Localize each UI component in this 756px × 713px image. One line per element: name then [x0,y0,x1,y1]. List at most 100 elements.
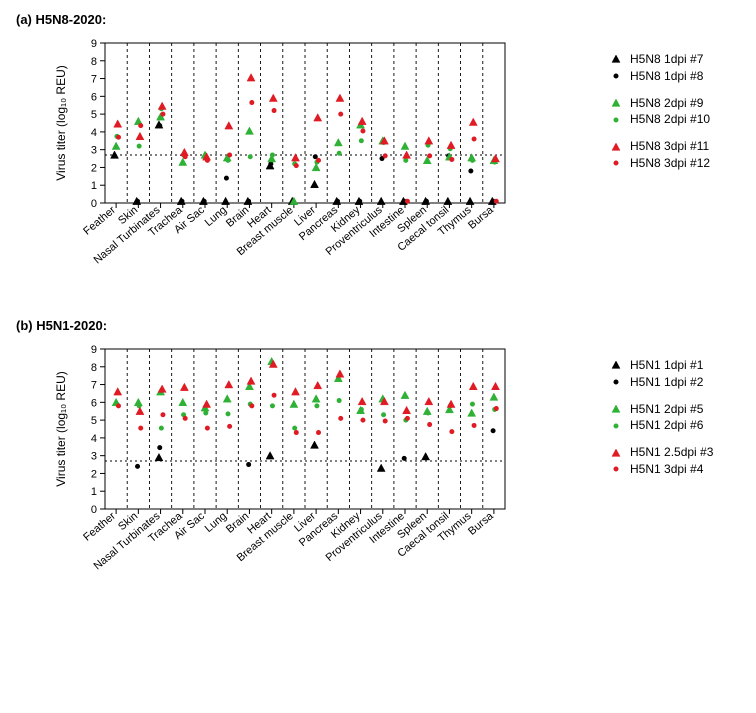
legend-item: H5N8 2dpi #10 [610,111,710,128]
y-tick-label: 3 [91,451,97,463]
legend-marker-icon [610,447,622,459]
y-tick-label: 6 [91,397,97,409]
y-tick-label: 1 [91,180,97,192]
x-tick-label: Brain [224,204,251,230]
y-tick-label: 2 [91,468,97,480]
chart-a-wrap: 0123456789FeatherSkinNasal TurbinatesTra… [50,33,590,308]
legend-item: H5N1 2dpi #5 [610,401,713,418]
x-tick-label: Lung [203,510,229,535]
panel-a: (a) H5N8-2020: 0123456789FeatherSkinNasa… [10,12,746,308]
data-point [202,199,206,203]
data-point [247,199,251,203]
data-point [137,144,141,148]
data-point [337,151,341,155]
legend-marker-icon [610,463,622,475]
data-point [426,411,430,415]
data-point [205,158,209,162]
data-point [226,158,230,162]
legend-label: H5N8 2dpi #10 [630,111,710,128]
data-point [223,395,231,402]
data-point [468,409,476,416]
data-point [114,120,122,127]
legend-marker-icon [610,70,622,82]
legend-marker-icon [610,97,622,109]
data-point [136,407,144,414]
data-point [179,398,187,405]
data-point [137,404,141,408]
data-point [339,112,343,116]
y-tick-label: 0 [91,504,97,516]
data-point [358,397,366,404]
data-point [311,441,319,448]
legend-group: H5N8 2dpi #9H5N8 2dpi #10 [610,95,710,129]
data-point [266,452,274,459]
panel-b: (b) H5N1-2020: 0123456789FeatherSkinNasa… [10,318,746,614]
chart-a: 0123456789FeatherSkinNasal TurbinatesTra… [50,33,513,308]
data-point [247,463,251,467]
legend-label: H5N8 3dpi #12 [630,155,710,172]
data-point [114,388,122,395]
data-point [222,197,230,204]
data-point [205,426,209,430]
data-point [336,370,344,377]
data-point [469,118,477,125]
data-point [270,404,274,408]
data-point [339,416,343,420]
legend-label: H5N1 1dpi #1 [630,357,703,374]
data-point [403,151,411,158]
data-point [336,94,344,101]
chart-b: 0123456789FeatherSkinNasal TurbinatesTra… [50,339,513,614]
y-tick-label: 5 [91,415,97,427]
data-point [291,154,299,161]
legend-item: H5N8 1dpi #7 [610,51,710,68]
y-tick-label: 4 [91,127,97,139]
data-point [359,407,363,411]
data-point [444,197,452,204]
y-tick-label: 9 [91,38,97,50]
legend-label: H5N8 1dpi #7 [630,51,703,68]
legend-item: H5N1 3dpi #4 [610,461,713,478]
chart-b-wrap: 0123456789FeatherSkinNasal TurbinatesTra… [50,339,590,614]
data-point [139,426,143,430]
legend-label: H5N8 3dpi #11 [630,138,709,155]
legend-label: H5N8 2dpi #9 [630,95,703,112]
legend-marker-icon [610,359,622,371]
data-point [317,431,321,435]
data-point [337,399,341,403]
data-point [469,169,473,173]
data-point [314,114,322,121]
y-tick-label: 8 [91,362,97,374]
data-point [294,164,298,168]
legend-group: H5N8 1dpi #7H5N8 1dpi #8 [610,51,710,85]
data-point [424,199,428,203]
y-tick-label: 5 [91,109,97,121]
y-axis-label: Virus titer (log₁₀ REU) [54,371,68,487]
data-point [180,199,184,203]
legend-a: H5N8 1dpi #7H5N8 1dpi #8H5N8 2dpi #9H5N8… [610,51,710,182]
data-point [472,137,476,141]
data-point [402,456,406,460]
data-point [117,135,121,139]
x-tick-label: Lung [203,204,229,229]
data-point [491,382,499,389]
data-point [248,155,252,159]
legend-item: H5N8 1dpi #8 [610,68,710,85]
data-point [136,199,140,203]
data-point [158,102,166,109]
data-point [469,382,477,389]
data-point [180,383,188,390]
data-point [470,158,474,162]
panel-a-row: 0123456789FeatherSkinNasal TurbinatesTra… [10,33,746,308]
data-point [383,154,387,158]
data-point [161,413,165,417]
data-point [490,393,498,400]
x-tick-label: Feather [81,204,118,238]
data-point [313,155,317,159]
data-point [361,418,365,422]
legend-label: H5N1 1dpi #2 [630,374,703,391]
data-point [314,381,322,388]
data-point [425,397,433,404]
data-point [272,109,276,113]
data-point [401,142,409,149]
data-point [491,429,495,433]
